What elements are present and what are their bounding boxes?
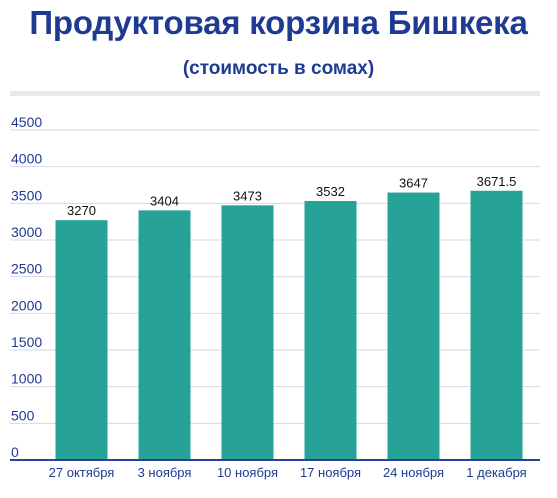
y-tick-label: 2500 [11, 261, 42, 277]
bar [387, 192, 440, 460]
y-tick-label: 1500 [11, 334, 42, 350]
x-tick-label: 17 ноября [300, 465, 361, 480]
bar [221, 205, 274, 460]
y-tick-label: 1000 [11, 371, 42, 387]
bar [138, 210, 191, 460]
chart-subtitle: (стоимость в сомах) [182, 58, 375, 79]
x-tick-label: 3 ноября [138, 465, 192, 480]
data-label: 3473 [233, 188, 262, 203]
x-tick-label: 24 ноября [383, 465, 444, 480]
x-tick-label: 27 октября [49, 465, 115, 480]
chart-title: Продуктовая корзина Бишкека [29, 4, 528, 41]
bar [304, 200, 357, 460]
x-tick-label: 1 декабря [466, 465, 526, 480]
y-tick-label: 0 [11, 444, 19, 460]
y-tick-label: 2000 [11, 297, 42, 313]
y-tick-label: 3000 [11, 224, 42, 240]
data-label: 3270 [67, 203, 96, 218]
data-label: 3647 [399, 176, 428, 191]
bar [55, 220, 108, 460]
data-label: 3404 [150, 193, 179, 208]
header-divider [10, 91, 540, 96]
y-tick-label: 500 [11, 407, 35, 423]
y-tick-label: 4000 [11, 151, 42, 167]
bar [470, 190, 523, 461]
y-tick-label: 4500 [11, 114, 42, 130]
y-tick-label: 3500 [11, 187, 42, 203]
data-label: 3532 [316, 184, 345, 199]
x-tick-label: 10 ноября [217, 465, 278, 480]
data-label: 3671.5 [477, 174, 517, 189]
